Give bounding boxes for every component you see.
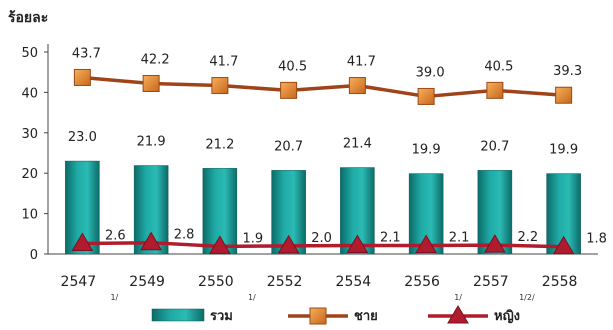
legend-marker	[309, 307, 327, 325]
bar-value-label: 21.2	[205, 137, 234, 152]
y-tick-label: 40	[21, 86, 38, 101]
point-marker	[555, 86, 573, 104]
point-marker	[346, 234, 369, 254]
point-value-label: 2.6	[105, 228, 126, 243]
y-tick-label: 10	[21, 208, 38, 223]
x-tick-label: 2557	[473, 274, 509, 290]
point-marker	[140, 231, 162, 251]
point-value-label: 40.5	[484, 59, 513, 74]
y-axis-title: ร้อยละ	[8, 10, 48, 26]
point-marker	[552, 235, 575, 255]
x-tick-label: 2558	[542, 274, 578, 290]
bar-value-label: 19.9	[412, 143, 441, 158]
y-tick-label: 0	[30, 248, 38, 263]
x-tick-footnote: 1/	[110, 293, 118, 302]
point-value-label: 2.2	[518, 230, 539, 245]
point-marker	[348, 77, 366, 95]
data-labels: 23.0 21.9 21.2 20.7 21.4 19.9 20.7 19.9 43.7 42.2…	[68, 46, 607, 246]
line-path	[82, 240, 564, 249]
point-value-label: 41.7	[209, 55, 238, 70]
x-tick-label: 2552	[267, 274, 303, 290]
axes: 0 10 20 30 40 50 2547 1/2549 2550 1/2552 2554 2556 1…	[21, 44, 598, 302]
line-path	[82, 75, 564, 99]
point-marker	[417, 87, 435, 105]
point-value-label: 41.7	[347, 55, 376, 70]
point-marker	[486, 81, 504, 99]
point-marker	[142, 75, 160, 93]
point-value-label: 1.8	[586, 232, 607, 247]
point-marker	[211, 77, 229, 95]
x-tick-label: 2550	[198, 274, 234, 290]
legend-swatch-bar	[151, 308, 205, 322]
point-value-label: 39.0	[416, 65, 445, 80]
y-tick-label: 20	[21, 167, 38, 182]
x-tick-label: 2549	[129, 274, 165, 290]
bar-value-label: 19.9	[549, 143, 578, 158]
bar-value-label: 21.9	[137, 135, 166, 150]
x-tick-footnote: 1/2/	[519, 293, 535, 302]
line-series	[71, 68, 575, 255]
point-marker	[484, 234, 506, 253]
point-marker	[277, 234, 300, 254]
x-tick-footnote: 1/	[248, 293, 256, 302]
point-value-label: 1.9	[243, 231, 264, 246]
point-value-label: 2.0	[311, 231, 332, 246]
point-value-label: 40.5	[278, 59, 307, 74]
legend-label: ชาย	[354, 309, 378, 324]
point-value-label: 42.2	[141, 53, 170, 68]
x-tick-label: 2554	[336, 274, 372, 290]
legend: รวม ชาย หญิง	[151, 305, 520, 325]
point-marker	[71, 232, 94, 251]
point-marker	[280, 81, 298, 99]
x-tick-label: 2556	[404, 274, 440, 290]
bar-value-label: 23.0	[68, 130, 97, 145]
point-value-label: 2.1	[449, 231, 470, 246]
point-value-label: 43.7	[72, 46, 101, 61]
point-value-label: 39.3	[553, 64, 582, 79]
y-tick-label: 30	[21, 127, 38, 142]
bar-value-label: 21.4	[343, 137, 372, 152]
point-value-label: 2.8	[174, 228, 195, 243]
point-value-label: 2.1	[380, 231, 401, 246]
point-marker	[209, 235, 231, 254]
point-marker	[73, 68, 91, 86]
x-tick-footnote: 1/	[454, 293, 462, 302]
legend-marker	[447, 305, 469, 324]
legend-label: รวม	[210, 309, 233, 324]
legend-label: หญิง	[494, 309, 520, 324]
bar-value-label: 20.7	[274, 139, 303, 154]
x-tick-label: 2547	[61, 274, 97, 290]
point-marker	[415, 234, 437, 254]
y-tick-label: 50	[21, 46, 38, 61]
bar-value-label: 20.7	[480, 139, 509, 154]
